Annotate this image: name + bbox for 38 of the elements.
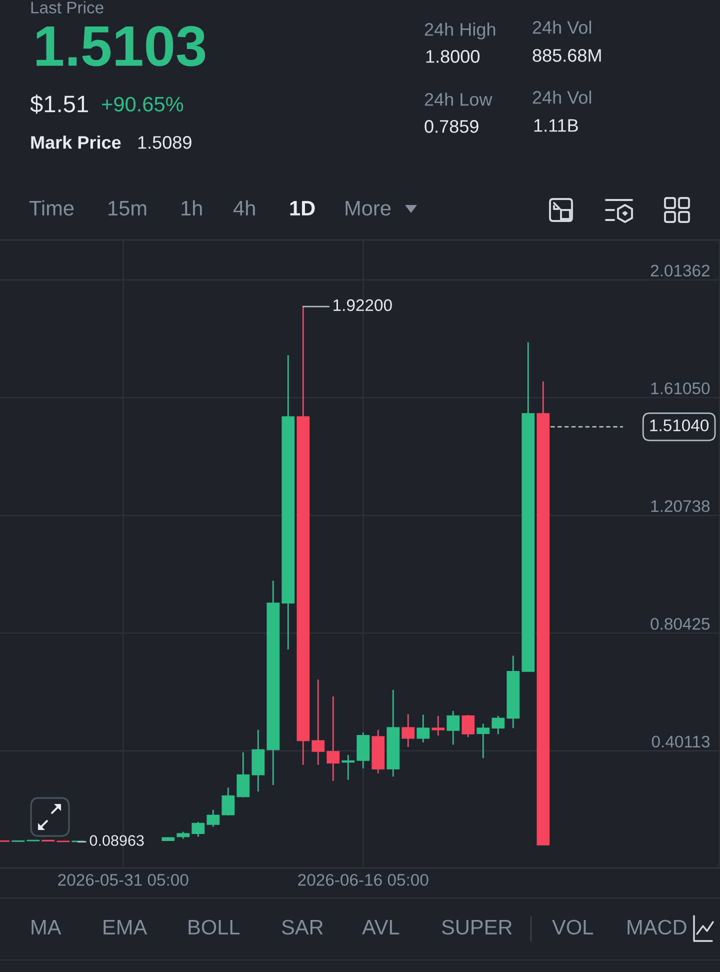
ref-line-label: 1.51040: [650, 419, 709, 432]
y-tick-label: 1.20738: [651, 500, 710, 512]
text: SAR: [282, 920, 323, 935]
text: Mark Price: [31, 136, 121, 149]
text: 1.5103: [36, 26, 206, 66]
text: 24h Vol: [532, 20, 592, 34]
y-tick-label: 0.80425: [650, 618, 710, 630]
text: 24h Vol: [532, 90, 592, 104]
text: 1h: [182, 200, 202, 216]
text: 1.11B: [534, 119, 578, 132]
text: +90.65%: [102, 96, 184, 112]
text: VOL: [552, 920, 593, 935]
text: SUPER: [442, 920, 512, 935]
y-tick-label: 1.61050: [651, 382, 710, 394]
x-tick-label: 2026-06-16 05:00: [298, 874, 428, 886]
text: MACD: [628, 920, 686, 935]
text: AVL: [362, 920, 400, 934]
text: EMA: [104, 920, 148, 934]
y-tick-label: 0.40113: [652, 736, 710, 748]
x-tick-label: 2026-05-31 05:00: [58, 874, 188, 886]
text: 24h High: [424, 22, 496, 40]
text: MA: [32, 920, 62, 934]
annotation: 0.08963: [90, 835, 144, 846]
text: 885.68M: [532, 49, 601, 62]
text: BOLL: [188, 920, 240, 935]
text: 4h: [233, 200, 255, 216]
text: Last Price: [31, 1, 104, 14]
annotation: 1.92200: [334, 299, 392, 312]
text: Time: [29, 200, 74, 216]
text: More: [346, 201, 391, 216]
text: 1.8000: [426, 50, 480, 63]
text: 1D: [290, 201, 315, 216]
text: 0.7859: [424, 120, 478, 133]
text: $1.51: [30, 94, 88, 114]
text: 24h Low: [424, 92, 492, 106]
y-tick-label: 2.01362: [650, 264, 710, 277]
text: 15m: [108, 201, 146, 216]
text: 1.5089: [138, 136, 192, 149]
